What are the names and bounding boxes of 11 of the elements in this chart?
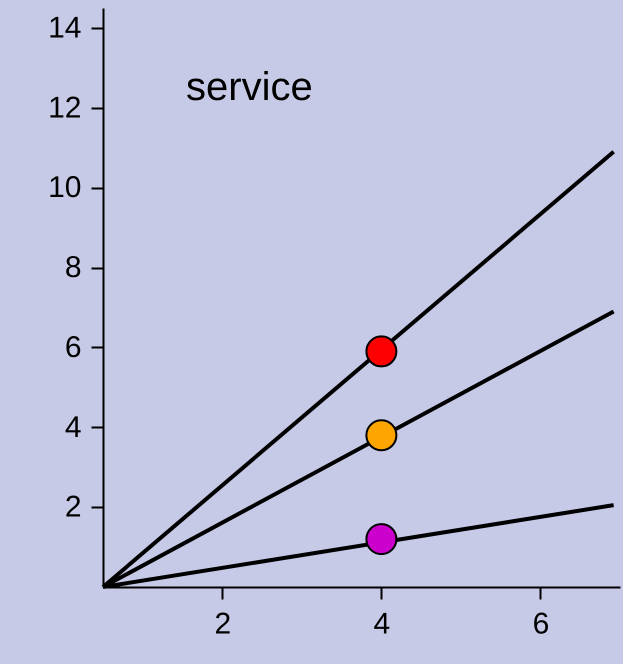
- x-tick-label: 2: [214, 608, 232, 640]
- y-tick-label: 2: [64, 490, 82, 524]
- y-tick-label: 4: [64, 410, 82, 444]
- x-tick-label: 4: [374, 608, 390, 640]
- y-tick-label: 12: [48, 91, 82, 124]
- annotation: service: [186, 65, 313, 109]
- y-tick-label: 6: [64, 330, 82, 364]
- y-tick-label: 10: [48, 171, 82, 204]
- y-tick-label: 14: [48, 11, 82, 44]
- y-tick-label: 8: [64, 251, 82, 284]
- x-tick-label: 6: [532, 608, 550, 640]
